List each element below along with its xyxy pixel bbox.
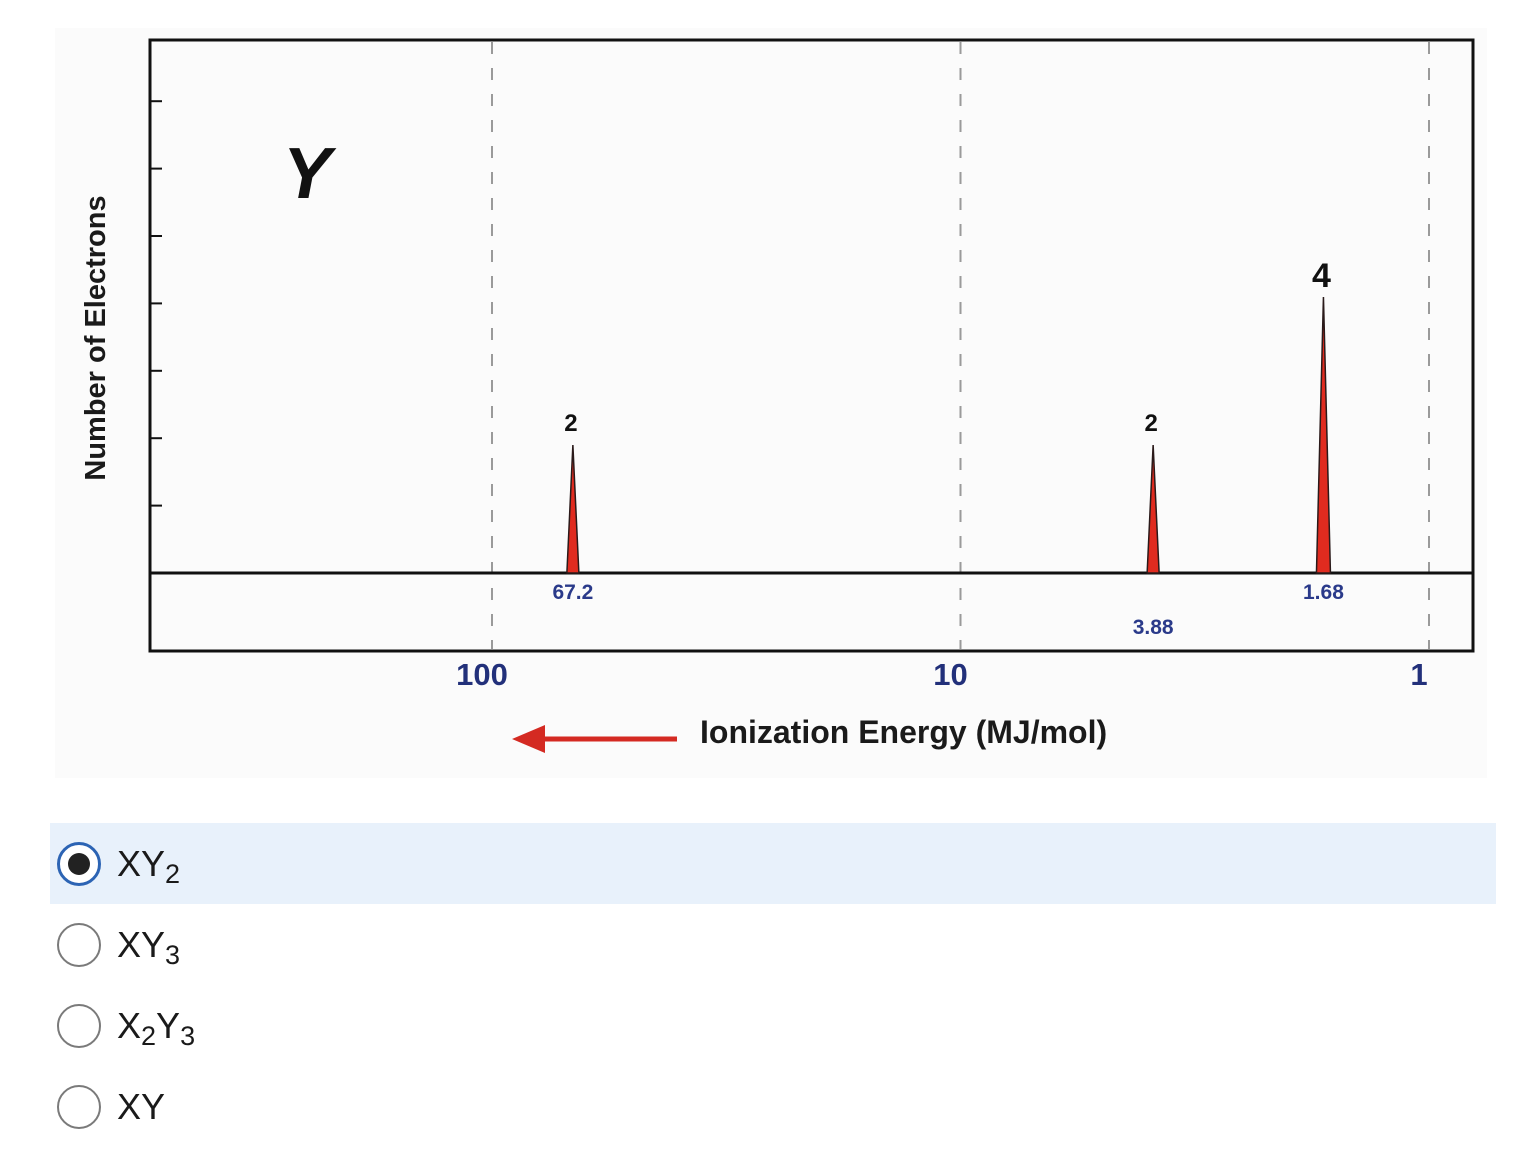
formula-part: 3: [165, 939, 181, 970]
y-axis-label: Number of Electrons: [80, 195, 112, 480]
chart-title: Y: [283, 134, 337, 214]
peak-energy-label-0: 67.2: [552, 581, 593, 604]
answer-option-label: XY2: [117, 842, 180, 887]
radio-button[interactable]: [57, 1084, 101, 1129]
formula-part: XY: [117, 1085, 166, 1127]
peak-count-label-0: 2: [564, 410, 577, 437]
formula-part: 2: [141, 1020, 157, 1051]
formula-part: 3: [180, 1020, 196, 1051]
formula-part: 2: [165, 858, 181, 889]
answer-option-label: XY: [117, 1085, 166, 1127]
peak-1: [1146, 444, 1160, 574]
answer-options: XY2 XY3 X2Y3 XY: [50, 823, 1496, 1147]
x-tick-label-1: 10: [933, 657, 967, 692]
x-tick-label-2: 1: [1410, 657, 1427, 692]
radio-button[interactable]: [57, 922, 101, 967]
answer-option-label: XY3: [117, 923, 180, 968]
formula-part: Y: [156, 1004, 181, 1046]
pes-chart: Number of Electrons Y 2 67.2 2 3.88 4 1.68 100 10…: [55, 28, 1487, 778]
answer-option-2[interactable]: XY3: [50, 904, 1496, 985]
formula-part: X: [117, 1004, 142, 1046]
peak-energy-label-2: 1.68: [1303, 581, 1344, 604]
answer-option-3[interactable]: X2Y3: [50, 985, 1496, 1066]
formula-part: XY: [117, 842, 166, 884]
answer-option-1[interactable]: XY2: [50, 823, 1496, 904]
direction-arrow-head: [512, 725, 545, 753]
radio-button[interactable]: [57, 1003, 101, 1048]
plot-frame: [148, 38, 1475, 653]
radio-button[interactable]: [57, 841, 101, 886]
answer-option-4[interactable]: XY: [50, 1066, 1496, 1147]
peak-0: [566, 444, 580, 574]
peak-energy-label-1: 3.88: [1133, 616, 1174, 639]
peak-2: [1315, 296, 1332, 574]
x-tick-label-0: 100: [456, 657, 508, 692]
peak-count-label-2: 4: [1312, 257, 1331, 295]
peak-count-label-1: 2: [1144, 410, 1157, 437]
answer-option-label: X2Y3: [117, 1004, 195, 1049]
pes-chart-svg: Number of Electrons Y 2 67.2 2 3.88 4 1.68 100 10…: [80, 38, 1475, 753]
x-axis-label: Ionization Energy (MJ/mol): [700, 714, 1107, 750]
formula-part: XY: [117, 923, 166, 965]
